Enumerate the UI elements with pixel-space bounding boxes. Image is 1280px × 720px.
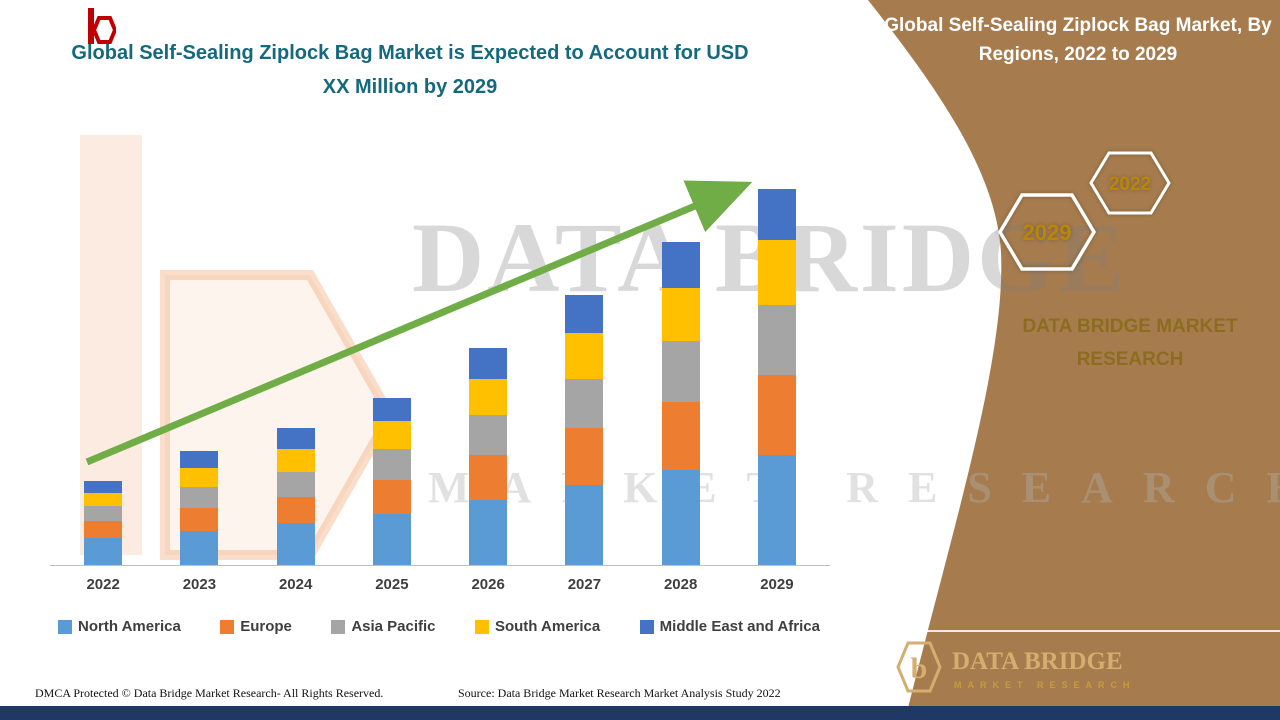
segment-2028-europe xyxy=(661,401,700,470)
segment-2022-asia-pacific xyxy=(84,506,123,522)
segment-2022-north-america xyxy=(84,538,123,565)
segment-2022-south-america xyxy=(84,492,123,507)
legend-item-south-america: South America xyxy=(474,618,601,635)
x-axis-line xyxy=(50,565,830,566)
legend-swatch xyxy=(220,619,235,634)
legend-swatch xyxy=(331,619,346,634)
bar-2022 xyxy=(55,185,151,565)
legend-item-europe: Europe xyxy=(220,618,292,635)
logo-divider xyxy=(878,630,1280,632)
panel-title: Global Self-Sealing Ziplock Bag Market, … xyxy=(884,15,1272,65)
segment-2028-asia-pacific xyxy=(661,340,700,402)
legend-swatch xyxy=(639,619,654,634)
x-axis-label-2024: 2024 xyxy=(278,576,313,593)
legend-item-north-america: North America xyxy=(58,618,181,635)
segment-2027-europe xyxy=(565,428,604,486)
bar-2027 xyxy=(536,185,632,565)
segment-2026-asia-pacific xyxy=(469,414,508,455)
segment-2023-middle-east-and-africa xyxy=(180,451,219,469)
logo-glyph: b xyxy=(911,652,928,685)
segment-2024-asia-pacific xyxy=(276,471,315,497)
bar-2025 xyxy=(344,185,440,565)
segment-2029-asia-pacific xyxy=(757,304,796,376)
logo-title: DATA BRIDGE xyxy=(952,648,1123,675)
segment-2024-middle-east-and-africa xyxy=(276,428,315,450)
segment-2025-middle-east-and-africa xyxy=(372,397,411,421)
chart-main-title: Global Self-Sealing Ziplock Bag Market i… xyxy=(71,42,749,98)
segment-2024-north-america xyxy=(276,523,315,565)
legend-item-middle-east-and-africa: Middle East and Africa xyxy=(639,618,820,635)
segment-2023-asia-pacific xyxy=(180,487,219,509)
bar-2029 xyxy=(729,185,825,565)
x-axis-label-2025: 2025 xyxy=(375,576,409,593)
legend-item-asia-pacific: Asia Pacific xyxy=(331,618,436,635)
segment-2027-north-america xyxy=(565,485,604,565)
x-axis-label-2029: 2029 xyxy=(760,576,794,593)
segment-2029-south-america xyxy=(757,240,796,305)
segment-2025-south-america xyxy=(372,420,411,450)
badge-2029: 2029 xyxy=(997,193,1097,271)
segment-2022-middle-east-and-africa xyxy=(84,481,123,493)
legend-label: Europe xyxy=(240,618,292,635)
segment-2027-south-america xyxy=(565,333,604,379)
segment-2027-middle-east-and-africa xyxy=(565,295,604,334)
legend-swatch xyxy=(58,619,72,634)
segment-2029-middle-east-and-africa xyxy=(757,188,796,241)
legend-swatch xyxy=(474,619,489,634)
segment-2025-europe xyxy=(372,479,411,514)
chart-legend: North America Europe Asia Pacific South Ame… xyxy=(58,618,820,635)
logo-subtitle: MARKET RESEARCH xyxy=(954,680,1136,690)
segment-2026-middle-east-and-africa xyxy=(469,348,508,379)
brand-name: DATA BRIDGE MARKET RESEARCH xyxy=(1022,316,1238,371)
segment-2024-south-america xyxy=(276,449,315,472)
segment-2027-asia-pacific xyxy=(565,378,604,429)
segment-2023-europe xyxy=(180,508,219,531)
bar-2023 xyxy=(151,185,247,565)
segment-2026-north-america xyxy=(469,500,508,565)
bar-2028 xyxy=(633,185,729,565)
source-note: Source: Data Bridge Market Research Mark… xyxy=(458,686,781,700)
segment-2023-north-america xyxy=(180,530,219,565)
segment-2026-south-america xyxy=(469,378,508,415)
bottom-navy-strip xyxy=(0,706,1280,720)
segment-2023-south-america xyxy=(180,468,219,488)
x-axis-labels: 2022 2023 2024 2025 2026 2027 2028 2029 xyxy=(55,576,825,593)
segment-2029-north-america xyxy=(757,454,796,565)
badge-2022-label: 2022 xyxy=(1109,174,1151,195)
x-axis-label-2022: 2022 xyxy=(86,576,120,593)
segment-2022-europe xyxy=(84,521,123,539)
legend-label: South America xyxy=(494,618,601,635)
stacked-bar-chart xyxy=(55,185,825,565)
databridge-logo-icon: b xyxy=(896,641,942,693)
segment-2025-north-america xyxy=(372,513,411,565)
segment-2028-south-america xyxy=(661,287,700,341)
badge-2022: 2022 xyxy=(1089,151,1171,215)
bar-2024 xyxy=(248,185,344,565)
x-axis-label-2026: 2026 xyxy=(471,576,505,593)
x-axis-label-2027: 2027 xyxy=(567,576,602,593)
legend-label: Asia Pacific xyxy=(351,618,436,635)
badge-2029-label: 2029 xyxy=(1023,220,1072,245)
segment-2028-north-america xyxy=(661,470,700,565)
segment-2028-middle-east-and-africa xyxy=(661,242,700,288)
segment-2026-europe xyxy=(469,454,508,501)
segment-2029-europe xyxy=(757,375,796,455)
legend-label: Middle East and Africa xyxy=(659,618,820,635)
x-axis-label-2023: 2023 xyxy=(182,576,217,593)
dmca-notice: DMCA Protected © Data Bridge Market Rese… xyxy=(35,686,384,700)
legend-label: North America xyxy=(78,618,181,635)
x-axis-label-2028: 2028 xyxy=(663,576,698,593)
segment-2025-asia-pacific xyxy=(372,449,411,480)
segment-2024-europe xyxy=(276,496,315,524)
bar-2026 xyxy=(440,185,536,565)
databridge-mini-logo-icon xyxy=(88,8,116,44)
